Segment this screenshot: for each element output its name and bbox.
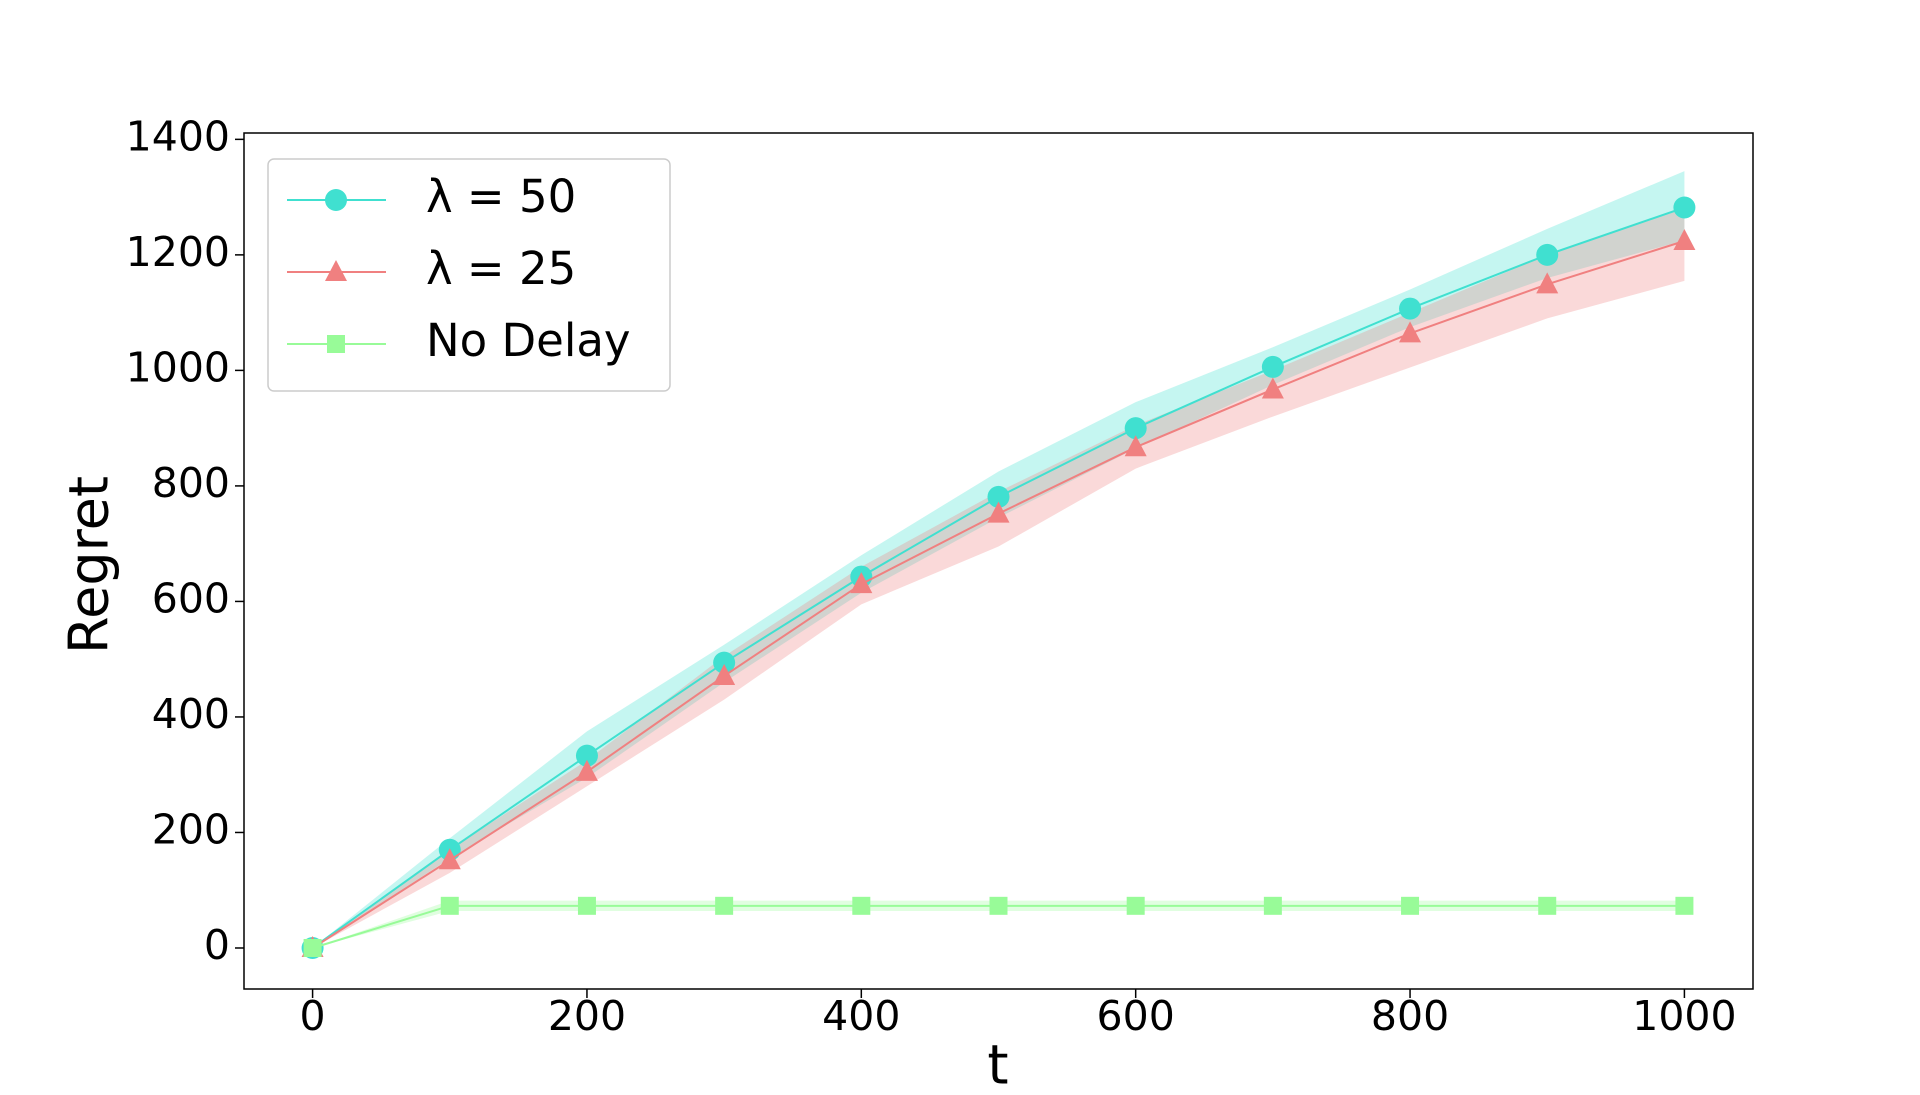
legend-label: λ = 50: [426, 170, 576, 223]
x-tick-label: 600: [1097, 992, 1175, 1040]
marker: [989, 896, 1008, 915]
legend-label: λ = 25: [426, 242, 576, 295]
marker: [303, 938, 322, 957]
y-tick-label: 400: [152, 690, 230, 738]
marker: [577, 896, 596, 915]
x-tick-label: 400: [822, 992, 900, 1040]
legend-box: [267, 158, 671, 392]
marker: [987, 501, 1010, 523]
marker: [438, 848, 461, 870]
legend-marker: [327, 335, 345, 353]
y-axis-label: Regret: [58, 476, 121, 654]
marker: [715, 896, 734, 915]
marker: [850, 572, 873, 594]
marker: [1399, 297, 1422, 320]
marker: [1263, 896, 1282, 915]
marker: [1675, 896, 1694, 915]
marker: [1124, 417, 1147, 440]
x-tick-label: 200: [548, 992, 626, 1040]
marker: [1673, 196, 1696, 219]
marker: [1536, 272, 1559, 294]
y-tick-label: 1000: [126, 343, 230, 391]
marker: [1401, 896, 1420, 915]
marker: [575, 744, 598, 767]
marker: [852, 896, 871, 915]
marker: [1538, 896, 1557, 915]
marker: [1261, 355, 1284, 378]
marker: [1124, 435, 1147, 457]
x-tick-label: 800: [1371, 992, 1449, 1040]
legend-label: No Delay: [426, 314, 631, 367]
marker: [713, 663, 736, 685]
marker: [1399, 321, 1422, 343]
marker: [1126, 896, 1145, 915]
x-tick-label: 1000: [1632, 992, 1736, 1040]
marker: [987, 485, 1010, 508]
legend-marker: [325, 260, 347, 281]
marker: [575, 759, 598, 781]
marker: [713, 651, 736, 674]
y-tick-label: 800: [152, 459, 230, 507]
plot-frame: [243, 132, 1754, 990]
y-tick-label: 200: [152, 805, 230, 853]
marker: [1536, 243, 1559, 266]
y-tick-label: 0: [204, 921, 230, 969]
legend-marker: [325, 189, 347, 211]
y-tick-label: 1400: [126, 112, 230, 160]
marker: [1261, 377, 1284, 399]
marker: [440, 896, 459, 915]
x-axis-label: t: [987, 1034, 1008, 1095]
y-tick-label: 1200: [126, 228, 230, 276]
marker: [1673, 229, 1696, 251]
x-tick-label: 0: [300, 992, 326, 1040]
y-tick-label: 600: [152, 574, 230, 622]
